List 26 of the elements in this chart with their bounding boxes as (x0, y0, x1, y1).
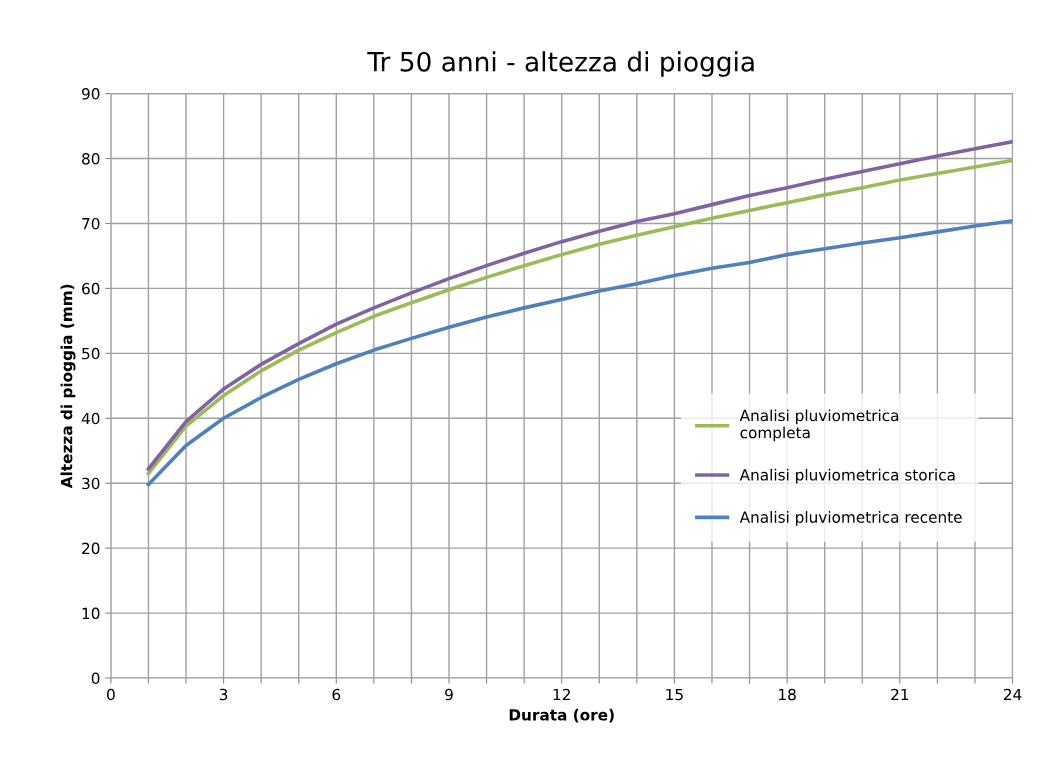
x-tick-label: 3 (219, 688, 228, 701)
x-tick-label: 21 (891, 688, 909, 701)
y-tick-label: 0 (91, 672, 100, 685)
x-tick-label: 15 (666, 688, 683, 701)
legend-label: Analisi pluviometrica recente (739, 511, 962, 526)
y-tick-label: 80 (82, 152, 100, 165)
legend-label: Analisi pluviometrica completa (739, 409, 899, 442)
x-tick-label: 12 (553, 688, 570, 701)
x-tick-label: 18 (779, 688, 796, 701)
y-tick-label: 60 (82, 282, 100, 295)
y-tick-label: 90 (81, 88, 100, 100)
line-series (146, 219, 1013, 487)
y-tick-label: 50 (82, 347, 100, 360)
y-tick-label: 10 (82, 607, 100, 620)
chart-title: Tr 50 anni - altezza di pioggia (367, 51, 754, 77)
y-tick-label: 70 (82, 217, 100, 230)
y-axis-title: Altezza di pioggia (mm) (60, 284, 76, 489)
x-axis-title: Durata (ore) (509, 708, 614, 723)
x-tick-label: 24 (1003, 688, 1022, 701)
legend-label: Analisi pluviometrica storica (739, 468, 955, 484)
y-tick-label: 20 (82, 542, 100, 555)
y-tick-label: 30 (82, 477, 100, 490)
x-tick-label: 6 (332, 688, 341, 701)
x-tick-label: 9 (445, 688, 453, 701)
y-tick-label: 40 (81, 412, 100, 425)
x-tick-label: 0 (107, 688, 115, 701)
